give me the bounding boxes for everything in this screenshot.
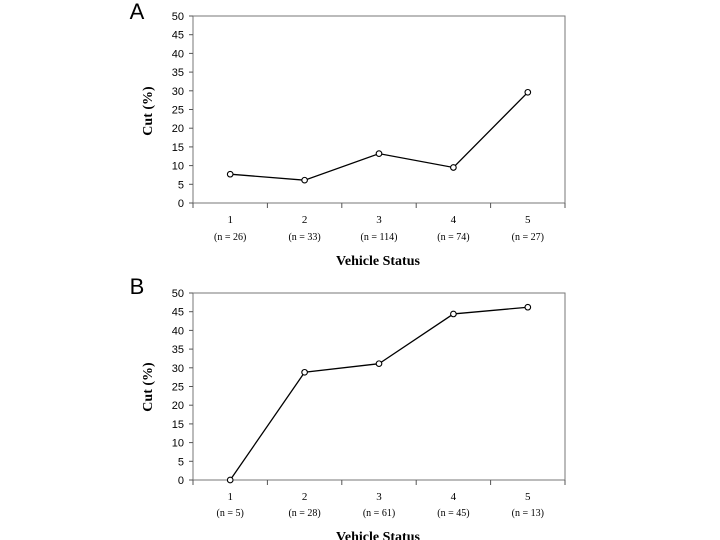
x-axis-title: Vehicle Status: [336, 254, 420, 269]
y-tick-label: 30: [172, 363, 184, 375]
y-tick-label: 0: [178, 475, 184, 487]
x-sample-size-label: (n = 5): [217, 508, 244, 519]
y-tick-label: 30: [172, 86, 184, 98]
x-sample-size-label: (n = 114): [361, 232, 398, 243]
y-axis-title: Cut (%): [141, 362, 156, 412]
y-axis-title: Cut (%): [141, 86, 156, 136]
x-tick-label: 3: [376, 214, 382, 226]
y-tick-label: 50: [172, 288, 184, 300]
x-tick-label: 1: [227, 491, 233, 503]
panel-label: B: [130, 274, 145, 299]
x-sample-size-label: (n = 74): [437, 232, 469, 243]
x-sample-size-label: (n = 61): [363, 508, 395, 519]
x-tick-label: 2: [302, 214, 308, 226]
x-tick-label: 5: [525, 491, 531, 503]
data-point: [301, 176, 308, 184]
y-tick-label: 5: [178, 456, 184, 468]
series-line: [230, 91, 529, 181]
x-sample-size-label: (n = 28): [288, 508, 320, 519]
x-tick-label: 4: [451, 214, 457, 226]
data-point: [226, 476, 234, 484]
data-point: [375, 150, 383, 157]
data-point: [450, 310, 457, 318]
y-tick-label: 50: [172, 11, 184, 23]
data-point: [524, 303, 532, 311]
x-sample-size-label: (n = 45): [437, 508, 469, 519]
data-point: [301, 368, 308, 376]
y-tick-label: 20: [172, 400, 184, 412]
data-point: [450, 164, 457, 171]
y-tick-label: 40: [172, 48, 184, 60]
x-tick-label: 3: [376, 491, 382, 503]
x-axis-title: Vehicle Status: [336, 530, 420, 540]
series-line: [229, 306, 528, 481]
x-tick-label: 5: [525, 214, 531, 226]
y-tick-label: 0: [178, 198, 184, 210]
y-tick-label: 35: [172, 344, 184, 356]
x-sample-size-label: (n = 26): [214, 232, 246, 243]
x-tick-label: 4: [451, 491, 457, 503]
y-tick-label: 45: [172, 30, 184, 42]
y-tick-label: 10: [172, 438, 184, 450]
x-sample-size-label: (n = 13): [512, 508, 544, 519]
y-tick-label: 5: [178, 179, 184, 191]
x-sample-size-label: (n = 27): [512, 232, 544, 243]
y-tick-label: 15: [172, 419, 184, 431]
y-tick-label: 40: [172, 325, 184, 337]
y-tick-label: 15: [172, 142, 184, 154]
y-tick-label: 25: [172, 105, 184, 117]
y-tick-label: 10: [172, 161, 184, 173]
y-tick-label: 25: [172, 382, 184, 394]
data-point: [375, 360, 383, 368]
data-point: [226, 170, 234, 178]
x-tick-label: 2: [302, 491, 308, 503]
x-sample-size-label: (n = 33): [288, 232, 320, 243]
y-tick-label: 20: [172, 123, 184, 135]
y-tick-label: 45: [172, 307, 184, 319]
y-tick-label: 35: [172, 67, 184, 79]
panel-label: A: [130, 0, 145, 24]
x-tick-label: 1: [227, 214, 233, 226]
data-point: [524, 88, 532, 96]
plot-frame: [192, 15, 566, 204]
